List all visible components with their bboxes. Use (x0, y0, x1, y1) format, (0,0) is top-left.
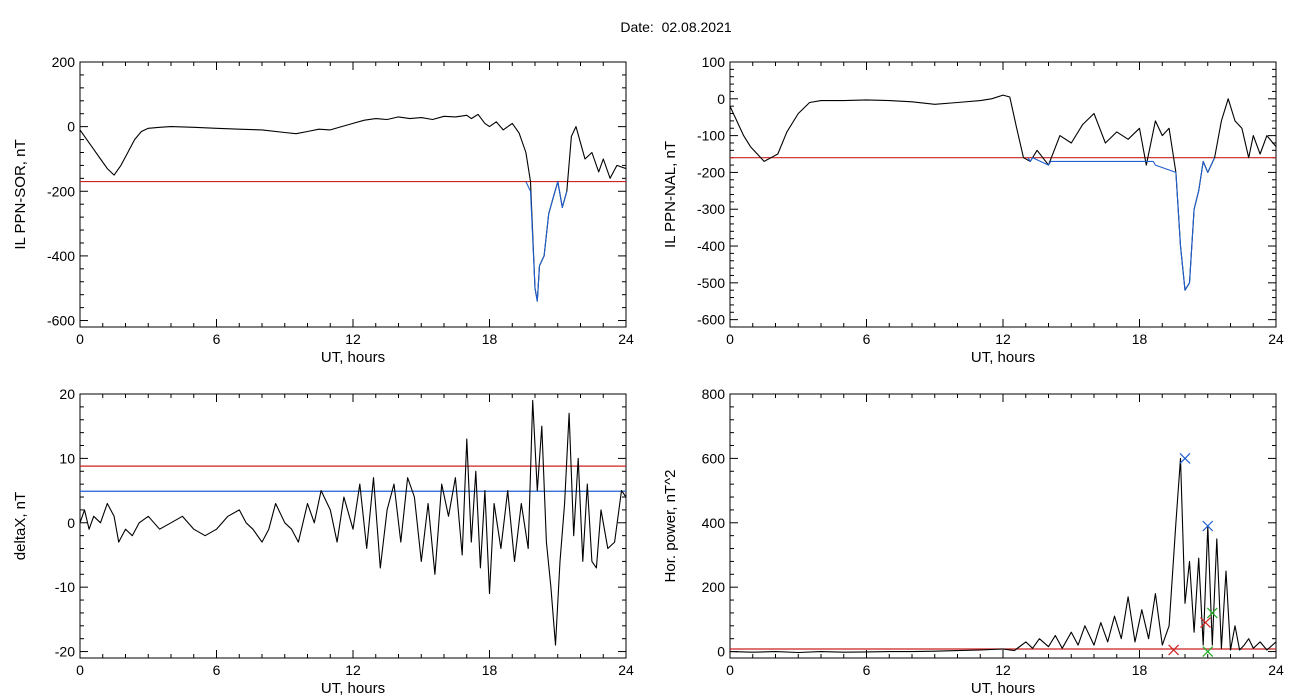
y-axis-label: deltaX, nT (12, 492, 29, 560)
series-line-black (730, 94, 1276, 291)
x-axis-label: UT, hours (321, 349, 385, 366)
y-tick-label: 10 (59, 450, 75, 466)
date-title: Date: 02.08.2021 (0, 19, 1300, 35)
y-tick-label: 0 (67, 515, 75, 531)
chart-panel-4: 0 6 12 18 24 800 600 400 200 0 UT, hours Hor. power… (662, 386, 1284, 697)
plot-area (730, 452, 1276, 657)
x-tick-label: 12 (995, 331, 1011, 347)
y-tick-label: -600 (47, 313, 75, 329)
marker-red-x (1168, 644, 1180, 656)
x-tick-label: 24 (618, 331, 634, 347)
y-tick-label: -400 (697, 238, 725, 254)
y-tick-label: -100 (697, 128, 725, 144)
y-tick-label: -200 (697, 164, 725, 180)
x-tick-label: 24 (618, 662, 634, 678)
y-tick-label: 0 (717, 644, 725, 660)
plot-area (80, 113, 626, 302)
x-axis-label: UT, hours (971, 680, 1035, 697)
date-value: 02.08.2021 (661, 19, 732, 35)
x-tick-label: 24 (1268, 331, 1284, 347)
x-tick-label: 12 (345, 662, 361, 678)
marker-green-x (1206, 607, 1218, 619)
x-tick-label: 24 (1268, 662, 1284, 678)
x-tick-label: 0 (76, 331, 84, 347)
marker-red-x (1200, 617, 1211, 629)
x-tick-label: 12 (995, 662, 1011, 678)
y-tick-label: -400 (47, 248, 75, 264)
y-tick-label: -200 (47, 183, 75, 199)
chart-panel-3: 0 6 12 18 24 20 10 0 -10 -20 UT, hours deltaX, nT (12, 386, 634, 697)
series-line-blue-1 (525, 181, 568, 302)
marker-blue-x (1202, 520, 1214, 532)
y-tick-label: 20 (59, 386, 75, 402)
y-axis-label: IL PPN-SOR, nT (12, 139, 29, 249)
marker-blue-x (1179, 452, 1191, 464)
x-axis-label: UT, hours (321, 680, 385, 697)
y-axis-label: IL PPN-NAL, nT (662, 141, 679, 248)
x-tick-label: 18 (1132, 662, 1148, 678)
x-tick-label: 18 (482, 662, 498, 678)
y-tick-label: 200 (702, 579, 726, 595)
x-tick-label: 6 (213, 662, 221, 678)
x-tick-label: 0 (726, 331, 734, 347)
y-tick-label: 0 (67, 119, 75, 135)
chart-panel-1: 0 6 12 18 24 200 0 -200 -400 -600 UT, hours IL PPN-… (12, 54, 634, 366)
y-tick-label: 800 (702, 386, 726, 402)
y-tick-label: -600 (697, 312, 725, 328)
x-tick-label: 0 (76, 662, 84, 678)
x-axis-label: UT, hours (971, 349, 1035, 366)
series-line-blue-1 (1027, 157, 1216, 291)
plot-frame (79, 61, 627, 328)
x-tick-label: 6 (213, 331, 221, 347)
chart-panel-2: 0 6 12 18 24 100 0 -100 -200 -300 -400 -500 -600 UT, … (662, 54, 1284, 366)
series-line-black (80, 399, 626, 646)
marker-green-x (1202, 646, 1214, 657)
x-tick-label: 18 (1132, 331, 1148, 347)
y-tick-label: -500 (697, 275, 725, 291)
x-tick-label: 18 (482, 331, 498, 347)
series-line-black (80, 113, 626, 302)
y-tick-label: 200 (52, 54, 76, 70)
plot-area (730, 94, 1276, 291)
x-tick-label: 0 (726, 662, 734, 678)
y-tick-label: -300 (697, 201, 725, 217)
y-tick-label: -10 (55, 579, 75, 595)
y-tick-label: 100 (702, 54, 726, 70)
x-tick-label: 6 (863, 331, 871, 347)
y-tick-label: 600 (702, 450, 726, 466)
series-line-black (730, 457, 1276, 654)
plot-area (80, 399, 626, 646)
x-tick-label: 12 (345, 331, 361, 347)
y-tick-label: 0 (717, 91, 725, 107)
x-tick-label: 6 (863, 662, 871, 678)
y-tick-label: 400 (702, 515, 726, 531)
y-tick-label: -20 (55, 644, 75, 660)
plot-frame (729, 393, 1277, 659)
y-axis-label: Hor. power, nT^2 (662, 470, 679, 583)
date-label: Date: (620, 19, 654, 35)
